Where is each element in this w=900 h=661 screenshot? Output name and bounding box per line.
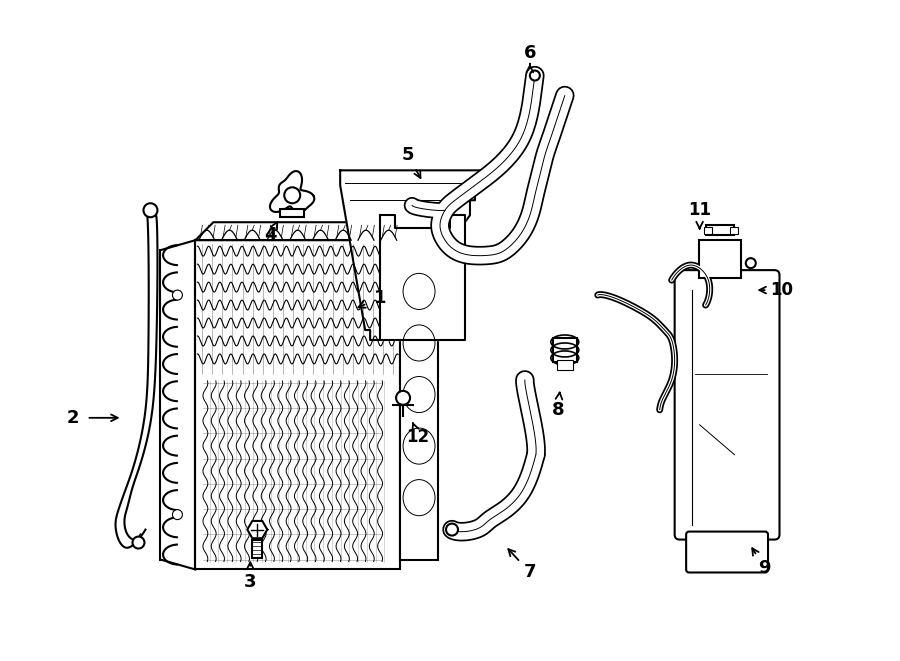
Circle shape — [173, 510, 183, 520]
Bar — [252, 539, 262, 557]
Polygon shape — [340, 171, 480, 340]
Circle shape — [284, 187, 301, 204]
Text: 7: 7 — [524, 563, 536, 582]
Text: 3: 3 — [244, 574, 256, 592]
Circle shape — [396, 391, 410, 405]
Bar — [698, 240, 742, 278]
Bar — [557, 360, 572, 370]
Circle shape — [446, 524, 458, 535]
Bar — [195, 240, 400, 570]
Polygon shape — [248, 521, 267, 538]
Circle shape — [143, 204, 157, 217]
Text: 8: 8 — [552, 401, 564, 419]
Circle shape — [132, 537, 145, 549]
Circle shape — [746, 258, 756, 268]
Text: 6: 6 — [524, 44, 536, 61]
Text: 4: 4 — [264, 226, 276, 244]
FancyBboxPatch shape — [675, 270, 779, 539]
Circle shape — [173, 290, 183, 300]
Text: 12: 12 — [407, 428, 429, 446]
Polygon shape — [270, 171, 314, 213]
Polygon shape — [380, 215, 465, 340]
Text: 1: 1 — [374, 289, 386, 307]
Bar — [704, 227, 712, 234]
Text: 10: 10 — [770, 281, 793, 299]
Circle shape — [530, 71, 540, 81]
Bar — [400, 250, 438, 559]
Bar — [553, 338, 577, 362]
Bar — [730, 227, 738, 234]
Text: 2: 2 — [67, 408, 79, 427]
Text: 9: 9 — [759, 559, 770, 576]
Text: 11: 11 — [688, 201, 711, 219]
FancyBboxPatch shape — [686, 531, 768, 572]
Bar — [706, 225, 734, 235]
Polygon shape — [195, 222, 456, 250]
Bar — [280, 210, 304, 217]
Text: 5: 5 — [401, 146, 414, 165]
